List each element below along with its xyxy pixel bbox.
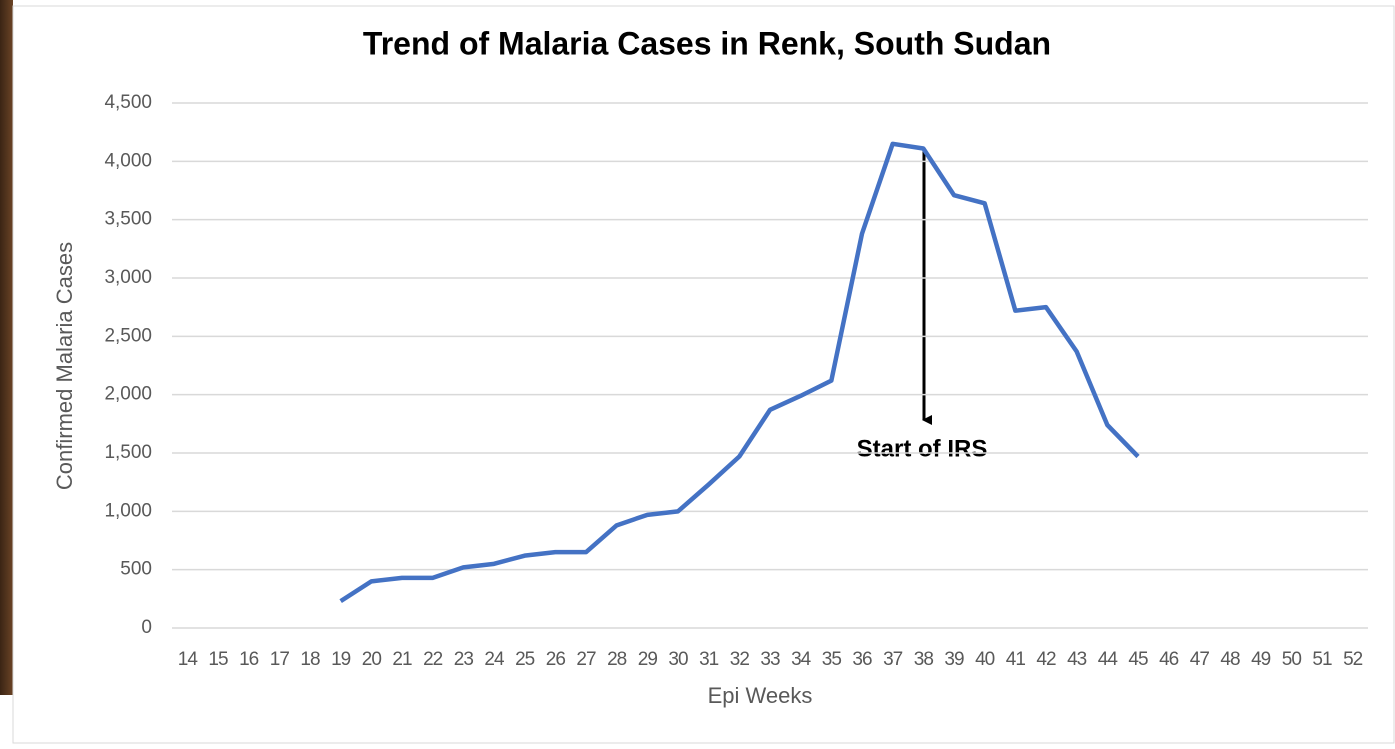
y-tick-label: 2,500 [104,325,152,346]
chart: Trend of Malaria Cases in Renk, South Su… [0,0,1395,744]
y-tick-label: 1,500 [104,442,152,463]
x-tick-label: 16 [239,649,259,670]
x-tick-label: 22 [423,649,443,670]
x-tick-label: 34 [791,649,812,670]
x-tick-label: 14 [178,649,199,670]
y-tick-label: 4,500 [104,92,152,113]
x-tick-label: 39 [944,649,964,670]
x-tick-label: 42 [1036,649,1056,670]
y-tick-label: 1,000 [104,500,152,521]
x-tick-label: 33 [760,649,780,670]
y-tick-label: 3,000 [104,267,152,288]
annotation: Start of IRS [857,435,988,462]
x-tick-label: 32 [730,649,750,670]
x-tick-label: 27 [576,649,596,670]
x-tick-label: 44 [1098,649,1119,670]
x-tick-label: 52 [1343,649,1363,670]
x-axis-title: Epi Weeks [708,683,813,708]
y-tick-label: 3,500 [104,209,152,230]
x-tick-label: 41 [1006,649,1026,670]
x-tick-label: 35 [822,649,842,670]
x-tick-label: 26 [546,649,566,670]
chart-title: Trend of Malaria Cases in Renk, South Su… [363,25,1051,61]
x-tick-label: 29 [638,649,658,670]
x-tick-label: 49 [1251,649,1271,670]
x-tick-label: 50 [1282,649,1302,670]
x-tick-label: 37 [883,649,903,670]
x-tick-label: 15 [208,649,228,670]
x-tick-label: 24 [484,649,505,670]
x-tick-label: 46 [1159,649,1179,670]
background-photo-edge [0,0,13,695]
page: Trend of Malaria Cases in Renk, South Su… [0,0,1395,744]
chart-frame [13,6,1394,743]
x-tick-label: 51 [1312,649,1332,670]
x-tick-label: 25 [515,649,535,670]
y-axis-title: Confirmed Malaria Cases [52,242,77,490]
x-tick-label: 47 [1190,649,1210,670]
x-tick-label: 31 [699,649,719,670]
x-tick-label: 17 [270,649,290,670]
x-tick-label: 48 [1220,649,1240,670]
y-tick-label: 4,000 [104,150,152,171]
y-tick-label: 500 [120,559,152,580]
y-tick-label: 0 [141,617,152,638]
x-tick-label: 19 [331,649,351,670]
x-tick-label: 36 [852,649,872,670]
x-tick-label: 23 [454,649,474,670]
x-tick-label: 30 [668,649,688,670]
x-tick-label: 28 [607,649,627,670]
x-tick-label: 45 [1128,649,1148,670]
x-tick-label: 38 [914,649,934,670]
x-tick-label: 43 [1067,649,1087,670]
y-tick-label: 2,000 [104,384,152,405]
x-tick-label: 20 [362,649,382,670]
x-tick-label: 40 [975,649,995,670]
x-tick-label: 21 [392,649,412,670]
x-tick-label: 18 [300,649,320,670]
